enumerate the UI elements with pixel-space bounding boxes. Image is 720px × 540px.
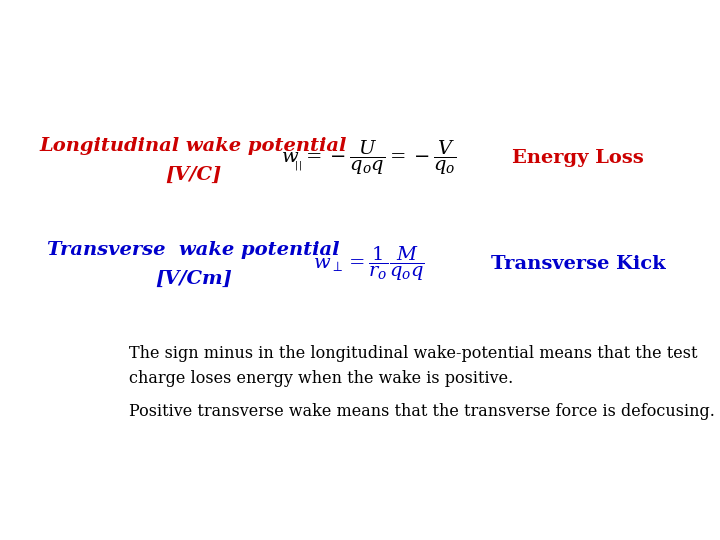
Text: Positive transverse wake means that the transverse force is defocusing.: Positive transverse wake means that the …: [129, 403, 715, 421]
Text: [V/C]: [V/C]: [165, 166, 221, 184]
Text: $w_{\perp} = \dfrac{1}{r_o}\dfrac{M}{q_o q}$: $w_{\perp} = \dfrac{1}{r_o}\dfrac{M}{q_o…: [313, 245, 425, 284]
Text: Transverse  wake potential: Transverse wake potential: [47, 241, 340, 259]
Text: Longitudinal wake potential: Longitudinal wake potential: [40, 137, 347, 155]
Text: $w_{_{\!\!||}} = -\dfrac{U}{q_o q} = -\dfrac{V}{q_o}$: $w_{_{\!\!||}} = -\dfrac{U}{q_o q} = -\d…: [282, 139, 456, 178]
Text: Transverse Kick: Transverse Kick: [491, 255, 665, 273]
Text: charge loses energy when the wake is positive.: charge loses energy when the wake is pos…: [129, 370, 513, 387]
Text: Energy Loss: Energy Loss: [513, 150, 644, 167]
Text: [V/Cm]: [V/Cm]: [155, 270, 232, 288]
Text: The sign minus in the longitudinal wake-potential means that the test: The sign minus in the longitudinal wake-…: [129, 345, 698, 362]
